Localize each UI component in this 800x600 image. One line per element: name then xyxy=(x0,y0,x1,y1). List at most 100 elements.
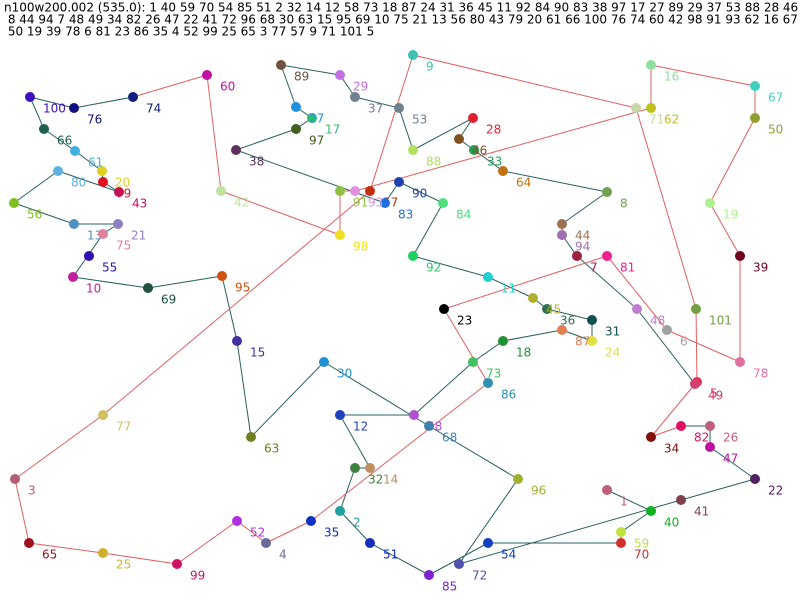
node-label: 40 xyxy=(664,516,679,530)
node-label: 69 xyxy=(161,293,176,307)
route-edge xyxy=(650,383,696,438)
node xyxy=(632,304,642,314)
node-label: 22 xyxy=(768,484,783,498)
route-edge xyxy=(236,340,252,438)
route-edge xyxy=(428,542,489,576)
node xyxy=(39,124,49,134)
node xyxy=(394,177,404,187)
node-label: 38 xyxy=(249,155,264,169)
node xyxy=(113,219,123,229)
node-label: 12 xyxy=(353,420,368,434)
node-label: 14 xyxy=(383,473,398,487)
node-label: 59 xyxy=(634,537,649,551)
node xyxy=(307,113,317,123)
node xyxy=(469,145,479,155)
route-edge xyxy=(280,64,297,108)
node-label: 50 xyxy=(768,123,783,137)
node xyxy=(572,251,582,261)
node-label: 84 xyxy=(456,208,471,222)
node xyxy=(483,378,493,388)
node xyxy=(424,570,434,580)
node xyxy=(53,166,63,176)
route-edge xyxy=(73,96,134,109)
node-label: 6 xyxy=(680,335,688,349)
node xyxy=(646,432,656,442)
node xyxy=(68,272,78,282)
node-label: 26 xyxy=(723,431,738,445)
node xyxy=(690,379,700,389)
node xyxy=(454,559,464,569)
node xyxy=(735,357,745,367)
node-label: 1 xyxy=(620,495,628,509)
node-label: 20 xyxy=(115,176,130,190)
route-edge xyxy=(443,308,489,384)
route-edge xyxy=(14,414,104,480)
route-edge xyxy=(310,382,489,522)
node xyxy=(217,271,227,281)
route-edge xyxy=(102,190,371,416)
route-edge xyxy=(339,467,356,512)
node-label: 52 xyxy=(250,526,265,540)
route-edge xyxy=(250,361,325,438)
node-label: 62 xyxy=(664,113,679,127)
node xyxy=(676,421,686,431)
node xyxy=(557,325,567,335)
node xyxy=(587,336,597,346)
node-label: 29 xyxy=(353,80,368,94)
route-edge xyxy=(635,107,697,310)
node-label: 97 xyxy=(309,134,324,148)
node xyxy=(69,103,79,113)
node-label: 54 xyxy=(501,548,516,562)
route-edge xyxy=(561,329,593,342)
route-edge xyxy=(413,361,474,416)
route-edge xyxy=(57,170,120,193)
node-label: 9 xyxy=(426,60,434,74)
node xyxy=(291,102,301,112)
node-label: 92 xyxy=(426,261,441,275)
node-label: 42 xyxy=(234,196,249,210)
node-label: 99 xyxy=(190,569,205,583)
node xyxy=(646,60,656,70)
node xyxy=(261,538,271,548)
node-label: 32 xyxy=(368,473,383,487)
route-edge xyxy=(472,340,504,363)
route-edge xyxy=(709,117,756,204)
node xyxy=(408,50,418,60)
node xyxy=(483,272,493,282)
node xyxy=(335,230,345,240)
node xyxy=(646,103,656,113)
node xyxy=(691,304,701,314)
node-label: 31 xyxy=(605,325,620,339)
node-label: 8 xyxy=(620,197,628,211)
node xyxy=(735,251,745,261)
node-label: 48 xyxy=(650,314,665,328)
node xyxy=(69,219,79,229)
node xyxy=(246,432,256,442)
node xyxy=(84,251,94,261)
route-edge xyxy=(280,64,341,76)
route-edge xyxy=(72,276,149,289)
route-edge xyxy=(398,181,444,204)
node-label: 89 xyxy=(294,70,309,84)
node-label: 10 xyxy=(86,282,101,296)
route-edge xyxy=(354,107,652,192)
route-edge xyxy=(606,255,668,331)
node xyxy=(10,474,20,484)
node xyxy=(557,219,567,229)
route-edge xyxy=(650,425,682,438)
node-label: 60 xyxy=(220,80,235,94)
node-label: 11 xyxy=(501,282,516,296)
node xyxy=(616,538,626,548)
route-edge xyxy=(236,520,267,544)
route-edge xyxy=(14,478,30,544)
node xyxy=(365,538,375,548)
node xyxy=(439,304,449,314)
node-label: 55 xyxy=(102,261,117,275)
node-label: 100 xyxy=(43,102,66,116)
route-edge xyxy=(339,510,371,544)
node xyxy=(9,198,19,208)
route-edge xyxy=(576,255,638,310)
